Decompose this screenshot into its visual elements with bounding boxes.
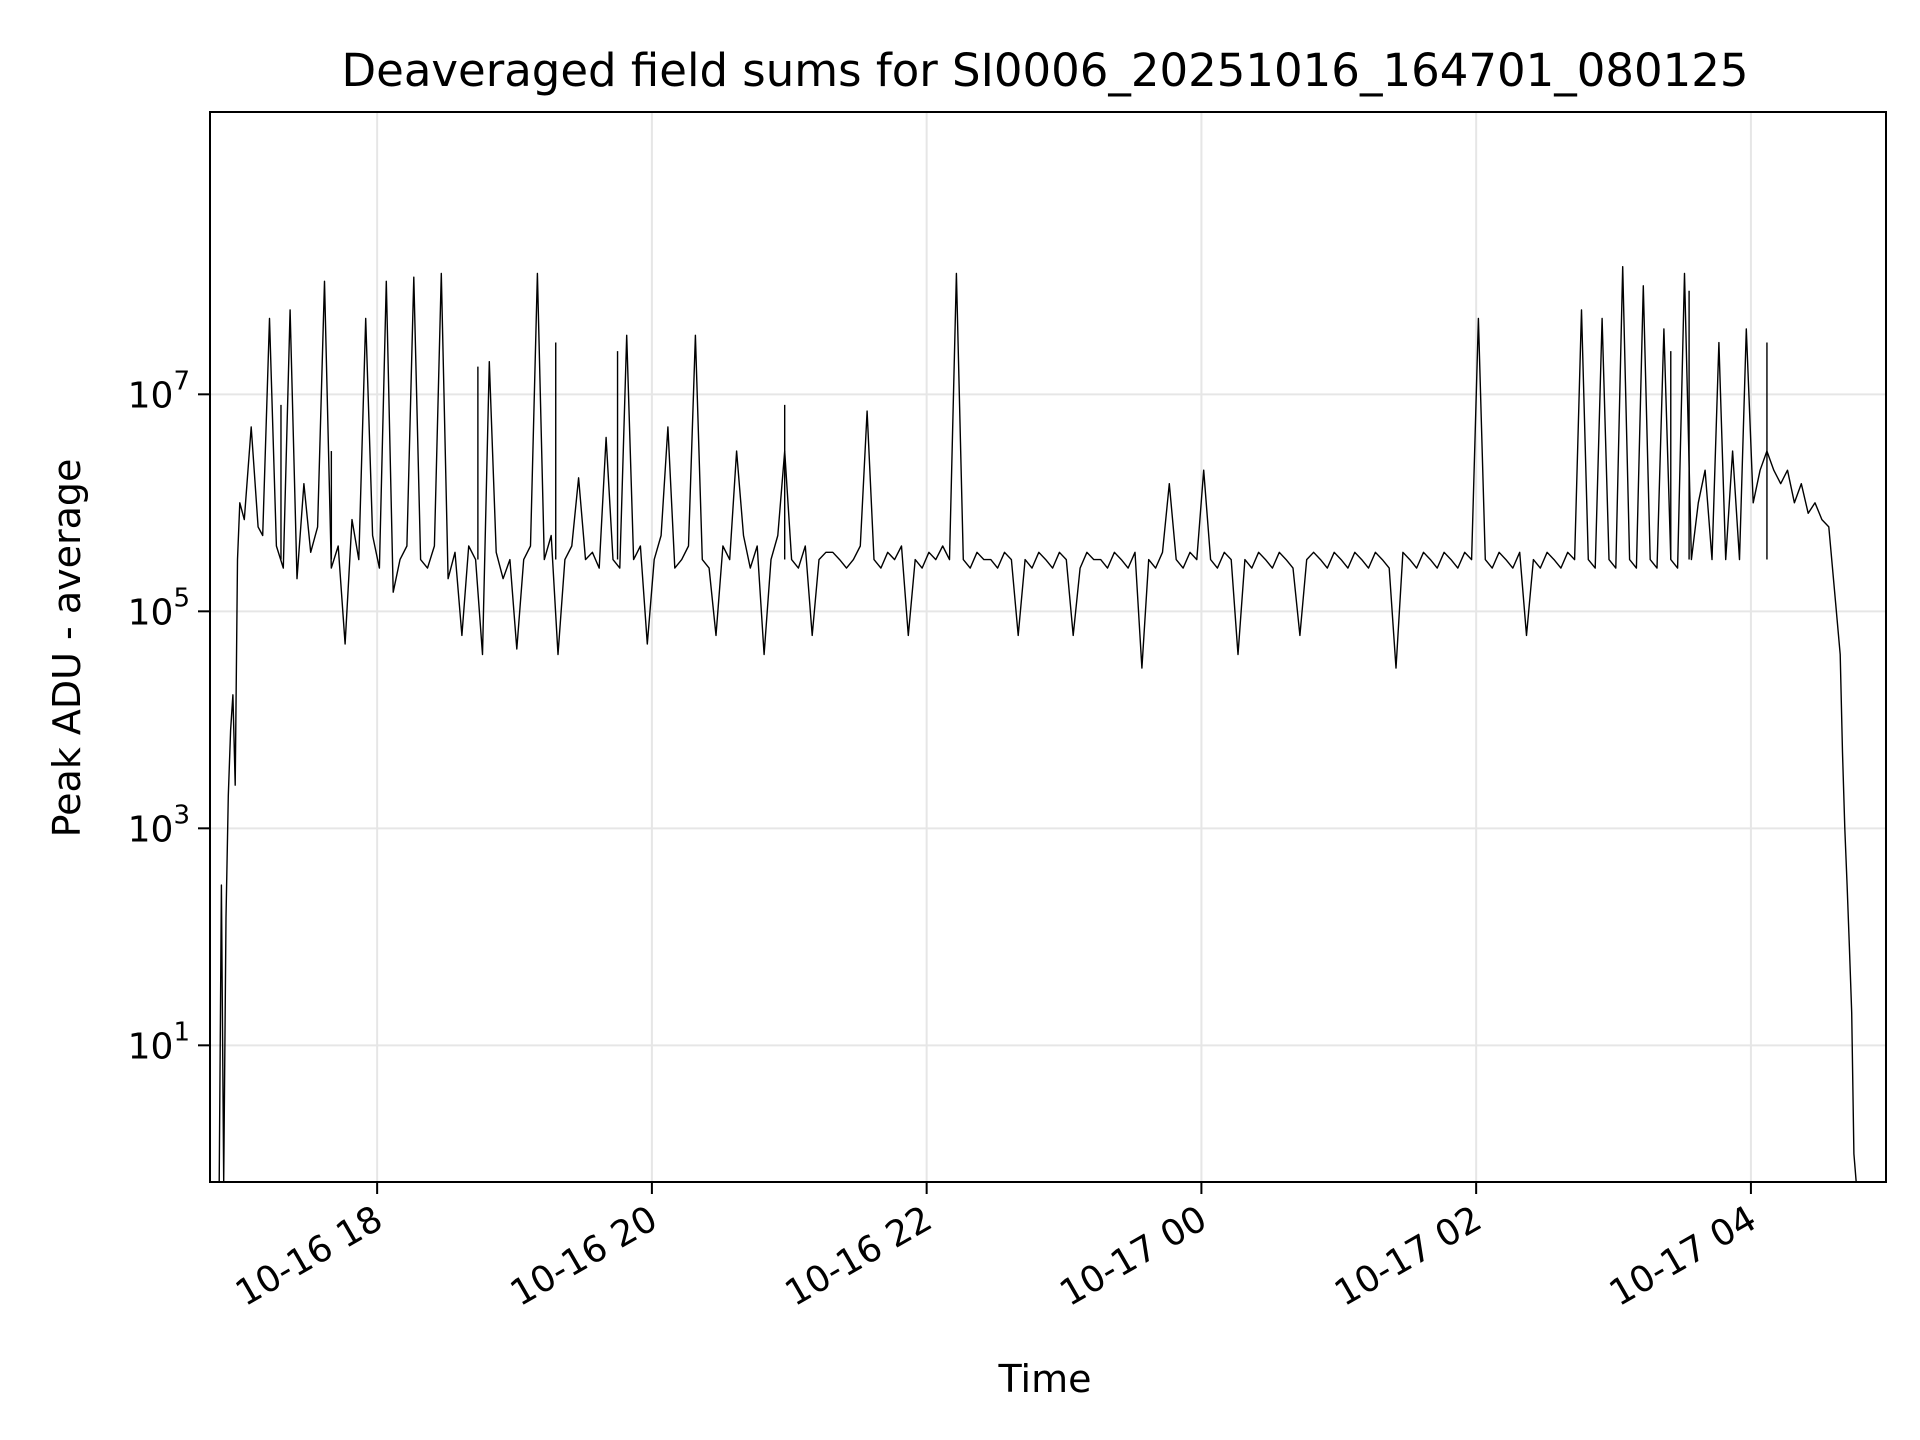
y-tick-label: 105 [128, 583, 190, 633]
series-line [218, 266, 1857, 1182]
plot-content [218, 266, 1857, 1182]
y-tick-label: 103 [128, 800, 190, 850]
grid [210, 112, 1886, 1182]
y-tick-label: 107 [128, 366, 190, 416]
y-axis: 101 103 105 107 [128, 366, 210, 1067]
plot-frame [209, 111, 1887, 1183]
x-axis-label: Time [998, 1357, 1092, 1401]
y-axis-label: Peak ADU - average [45, 459, 89, 838]
y-tick-label: 101 [128, 1017, 190, 1067]
chart-title: Deaveraged field sums for SI0006_2025101… [341, 44, 1748, 97]
